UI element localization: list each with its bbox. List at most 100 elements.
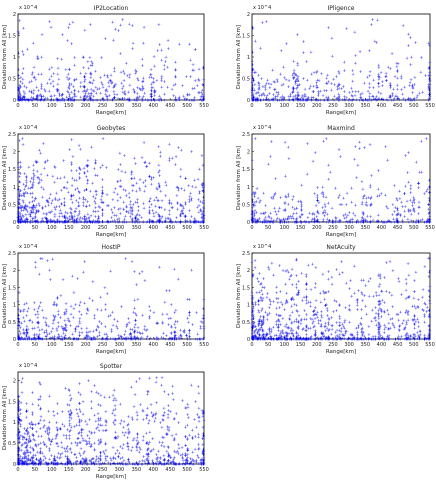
data-point: + xyxy=(16,29,20,35)
data-point: + xyxy=(64,323,68,329)
data-point: + xyxy=(131,202,135,208)
data-point: + xyxy=(30,185,34,191)
data-point: + xyxy=(289,93,293,99)
data-point: + xyxy=(306,220,310,226)
data-point: + xyxy=(251,97,255,103)
data-point: + xyxy=(94,160,98,166)
data-point: + xyxy=(111,218,115,224)
data-point: + xyxy=(182,94,186,100)
data-point: + xyxy=(253,211,257,217)
data-point: + xyxy=(428,77,432,83)
data-point: + xyxy=(174,68,178,74)
data-point: + xyxy=(179,202,183,208)
data-point: + xyxy=(149,182,153,188)
data-point: + xyxy=(123,91,127,97)
data-point: + xyxy=(388,66,392,72)
data-point: + xyxy=(417,205,421,211)
data-point: + xyxy=(360,91,364,97)
data-point: + xyxy=(100,200,104,206)
data-point: + xyxy=(20,217,24,223)
data-point: + xyxy=(134,215,138,221)
x-tick-label: 300 xyxy=(344,225,354,231)
data-point: + xyxy=(43,95,47,101)
x-tick-label: 400 xyxy=(148,103,158,109)
data-point: + xyxy=(156,218,160,224)
data-point: + xyxy=(151,218,155,224)
data-point: + xyxy=(278,289,282,295)
data-point: + xyxy=(424,220,428,226)
data-point: + xyxy=(81,203,85,209)
data-point: + xyxy=(150,94,154,100)
data-point: + xyxy=(124,188,128,194)
data-point: + xyxy=(82,84,86,90)
data-point: + xyxy=(122,207,126,213)
data-point: + xyxy=(375,193,379,199)
data-point: + xyxy=(173,97,177,103)
data-point: + xyxy=(296,96,300,102)
data-point: + xyxy=(152,197,156,203)
data-point: + xyxy=(36,97,40,103)
x-tick-label: 500 xyxy=(182,103,192,109)
data-point: + xyxy=(84,197,88,203)
data-point: + xyxy=(160,97,164,103)
data-point: + xyxy=(17,96,21,102)
data-point: + xyxy=(374,96,378,102)
data-point: + xyxy=(87,219,91,225)
data-point: + xyxy=(189,74,193,80)
data-point: + xyxy=(338,272,342,278)
data-point: + xyxy=(151,85,155,91)
data-point: + xyxy=(197,197,201,203)
data-point: + xyxy=(250,80,254,86)
data-point: + xyxy=(377,72,381,78)
data-point: + xyxy=(391,268,395,274)
data-point: + xyxy=(104,91,108,97)
data-point: + xyxy=(30,205,34,211)
data-point: + xyxy=(20,216,24,222)
data-point: + xyxy=(70,168,74,174)
data-point: + xyxy=(62,158,66,164)
data-point: + xyxy=(140,98,144,104)
data-point: + xyxy=(56,81,60,87)
data-point: + xyxy=(162,79,166,85)
data-point: + xyxy=(101,96,105,102)
data-point: + xyxy=(135,98,139,104)
data-point: + xyxy=(17,170,21,176)
data-point: + xyxy=(32,96,36,102)
data-point: + xyxy=(70,214,74,220)
data-point: + xyxy=(196,204,200,210)
data-point: + xyxy=(181,83,185,89)
data-point: + xyxy=(33,213,37,219)
data-point: + xyxy=(55,220,59,226)
data-point: + xyxy=(419,69,423,75)
data-point: + xyxy=(55,219,59,225)
data-point: + xyxy=(377,168,381,174)
data-point: + xyxy=(317,211,321,217)
data-point: + xyxy=(359,69,363,75)
data-point: + xyxy=(56,87,60,93)
data-point: + xyxy=(77,203,81,209)
data-point: + xyxy=(152,97,156,103)
data-point: + xyxy=(40,94,44,100)
data-point: + xyxy=(77,143,81,149)
data-point: + xyxy=(296,83,300,89)
data-point: + xyxy=(340,259,344,265)
data-point: + xyxy=(292,94,296,100)
data-point: + xyxy=(268,91,272,97)
data-point: + xyxy=(45,216,49,222)
data-point: + xyxy=(157,144,161,150)
data-point: + xyxy=(83,88,87,94)
data-point: + xyxy=(37,88,41,94)
data-point: + xyxy=(294,77,298,83)
data-point: + xyxy=(83,335,87,341)
data-point: + xyxy=(257,322,261,328)
data-point: + xyxy=(79,71,83,77)
data-point: + xyxy=(411,84,415,90)
data-point: + xyxy=(192,216,196,222)
data-point: + xyxy=(193,47,197,53)
data-point: + xyxy=(116,198,120,204)
subplot-title: Geobytes xyxy=(97,125,126,132)
data-point: + xyxy=(327,269,331,275)
data-point: + xyxy=(174,75,178,81)
data-point: + xyxy=(413,75,417,81)
data-point: + xyxy=(49,94,53,100)
